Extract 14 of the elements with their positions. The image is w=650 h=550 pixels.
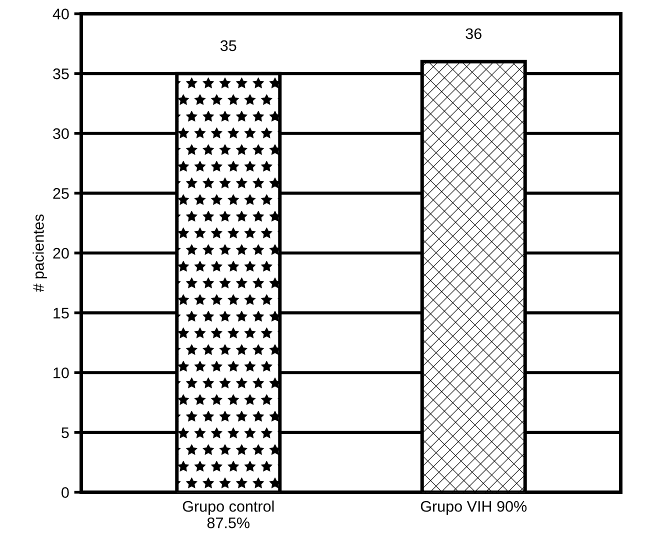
y-tick-label: 30 <box>53 128 69 140</box>
y-tick-label: 5 <box>62 427 69 438</box>
data-label: 35 <box>220 40 236 52</box>
y-tick-label: 20 <box>53 248 69 259</box>
y-tick-label: 15 <box>54 308 69 318</box>
y-tick-label: 35 <box>53 68 69 80</box>
y-tick-label: 40 <box>52 8 69 20</box>
x-tick-label: Grupo control 87.5% <box>182 500 274 528</box>
data-label: 36 <box>466 28 482 40</box>
y-tick-label: 0 <box>62 487 69 498</box>
y-tick-label: 25 <box>53 188 69 199</box>
y-axis-title: # pacientes <box>32 214 47 292</box>
y-tick-label: 10 <box>54 367 69 378</box>
x-tick-label: Grupo VIH 90% <box>420 500 527 515</box>
